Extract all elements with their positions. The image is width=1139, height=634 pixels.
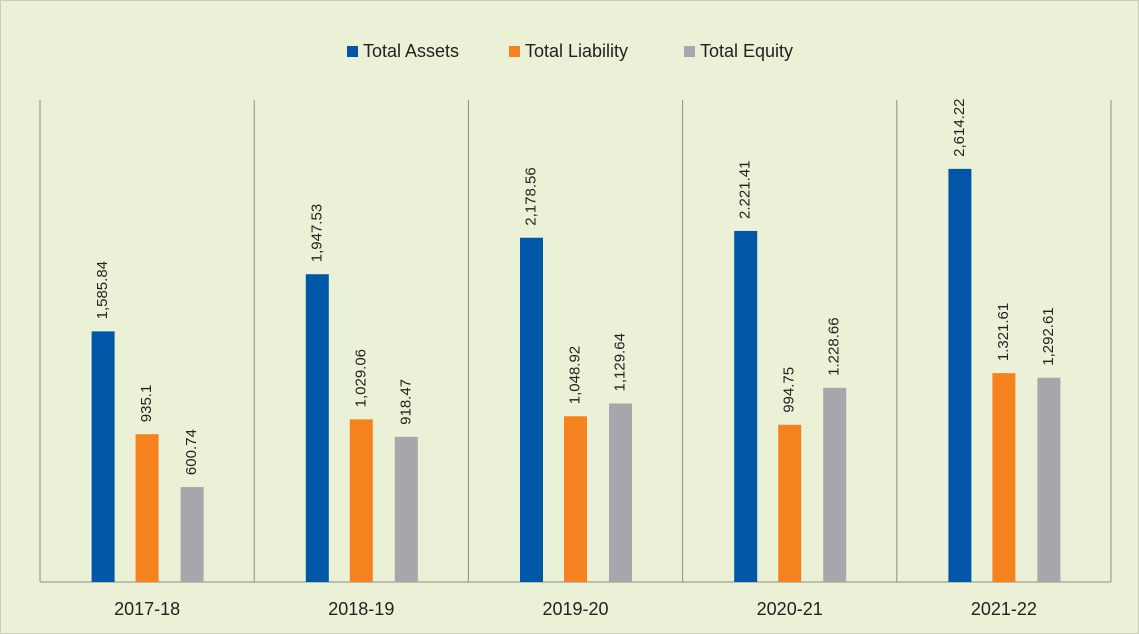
data-label: 2,614.22 xyxy=(951,98,968,156)
x-tick-label: 2019-20 xyxy=(542,599,608,619)
bar xyxy=(91,331,115,582)
bar xyxy=(609,403,632,582)
legend-swatch xyxy=(347,46,358,57)
legend-swatch xyxy=(509,46,520,57)
bar xyxy=(948,168,972,582)
legend-label: Total Equity xyxy=(700,41,793,61)
legend-swatch xyxy=(684,46,695,57)
x-tick-label: 2017-18 xyxy=(114,599,180,619)
data-label: 1.321.61 xyxy=(995,303,1012,361)
x-tick-label: 2020-21 xyxy=(757,599,823,619)
bar xyxy=(349,419,373,582)
data-label: 2,178.56 xyxy=(522,167,539,225)
legend-label: Total Liability xyxy=(525,41,628,61)
bar xyxy=(734,230,758,582)
bar xyxy=(778,424,802,582)
bar xyxy=(180,487,204,582)
bar xyxy=(1037,377,1061,582)
bar xyxy=(520,237,543,582)
data-label: 1,292.61 xyxy=(1040,307,1057,365)
data-label: 935.1 xyxy=(138,385,155,423)
bar xyxy=(305,274,329,582)
bar xyxy=(992,373,1016,582)
data-label: 1,029.06 xyxy=(352,349,369,407)
data-label: 1.228.66 xyxy=(826,317,843,375)
data-label: 1,129.64 xyxy=(611,333,628,391)
data-label: 1,947.53 xyxy=(308,204,325,262)
data-label: 600.74 xyxy=(183,429,200,475)
bar xyxy=(394,436,418,582)
bar xyxy=(135,434,159,582)
x-tick-label: 2018-19 xyxy=(328,599,394,619)
bar xyxy=(564,416,587,582)
x-tick-label: 2021-22 xyxy=(971,599,1037,619)
legend-label: Total Assets xyxy=(363,41,459,61)
data-label: 2.221.41 xyxy=(737,161,754,219)
data-label: 1,048.92 xyxy=(566,346,583,404)
data-label: 1,585.84 xyxy=(94,261,111,319)
data-label: 918.47 xyxy=(397,379,414,425)
data-label: 994.75 xyxy=(781,367,798,413)
bar xyxy=(823,387,847,582)
